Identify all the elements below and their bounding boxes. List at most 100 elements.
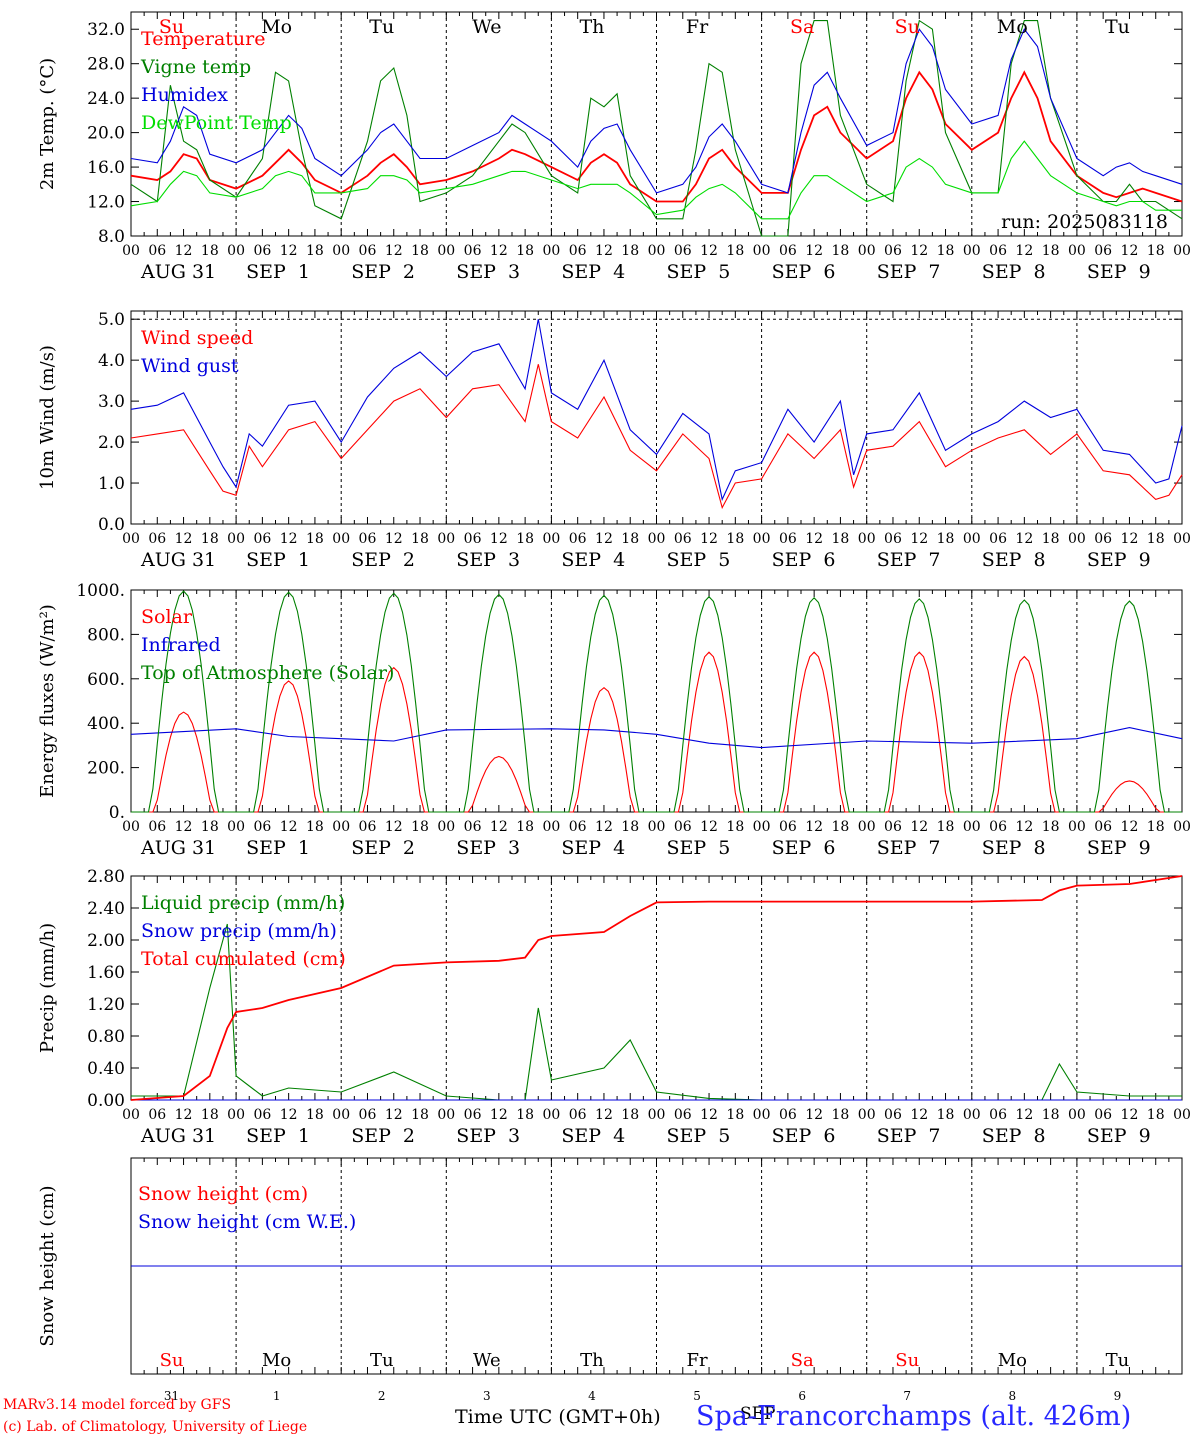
hour-label: 12 [595,1107,613,1123]
weekday-label: Fr [686,16,709,38]
legend-entry: Vigne temp [140,56,251,78]
weekday-label: Sa [790,16,814,38]
hour-label: 06 [359,1107,377,1123]
hour-label: 18 [621,1107,639,1123]
y-tick-label: 1000. [76,581,125,601]
y-axis-label: Snow height (cm) [37,1185,58,1346]
y-tick-label: 600. [87,670,125,690]
hour-label: 06 [148,243,166,259]
day-number: 1 [273,1389,281,1403]
day-number: 2 [378,1389,386,1403]
hour-label: 18 [411,531,429,547]
date-label: SEP 3 [456,549,520,571]
date-label: SEP 6 [772,261,836,283]
hour-label: 18 [1147,819,1165,835]
weekday-label: Sa [791,1350,814,1371]
hour-label: 00 [753,243,771,259]
hour-label: 00 [648,819,666,835]
hour-label: 06 [989,819,1007,835]
legend-entry: Solar [141,606,193,628]
hour-label: 06 [569,1107,587,1123]
hour-label: 18 [306,819,324,835]
hour-label: 00 [1068,531,1086,547]
y-tick-label: 2.00 [87,931,125,951]
y-tick-label: 1.60 [87,963,125,983]
y-tick-label: 12.0 [87,193,125,213]
legend-entry: Snow height (cm) [138,1183,308,1205]
hour-label: 18 [726,531,744,547]
hour-label: 06 [674,243,692,259]
date-label: AUG 31 [140,837,216,859]
weekday-label: Th [580,1350,604,1371]
hour-label: 12 [490,243,508,259]
day-number: 4 [588,1389,596,1403]
hour-label: 00 [332,531,350,547]
hour-label: 18 [726,1107,744,1123]
y-tick-label: 400. [87,714,125,734]
hour-label: 06 [1094,243,1112,259]
hour-label: 06 [1094,819,1112,835]
y-tick-label: 2.0 [98,433,125,453]
weekday-label: Su [160,1350,184,1371]
hour-label: 00 [1068,819,1086,835]
hour-label: 06 [989,531,1007,547]
date-label: SEP 1 [246,261,310,283]
hour-label: 18 [516,531,534,547]
date-label: SEP 2 [351,261,415,283]
legend-entry: Temperature [141,28,265,50]
hour-label: 06 [148,531,166,547]
hour-label: 18 [1042,819,1060,835]
hour-label: 12 [805,531,823,547]
day-number: 31 [164,1389,179,1403]
hour-label: 06 [253,531,271,547]
legend-entry: Total cumulated (cm) [141,948,346,970]
hour-label: 18 [306,243,324,259]
hour-label: 00 [542,243,560,259]
date-label: AUG 31 [140,261,216,283]
hour-label: 12 [1015,1107,1033,1123]
weekday-label: Tu [369,16,394,38]
date-label: SEP 9 [1087,549,1151,571]
hour-label: 18 [832,531,850,547]
hour-label: 06 [884,243,902,259]
hour-label: 00 [963,1107,981,1123]
hour-label: 12 [385,819,403,835]
hour-label: 00 [332,819,350,835]
hour-label: 06 [779,531,797,547]
hour-label: 00 [227,1107,245,1123]
hour-label: 18 [1042,243,1060,259]
hour-label: 18 [832,1107,850,1123]
hour-label: 18 [937,819,955,835]
copyright-credit: (c) Lab. of Climatology, University of L… [3,1419,308,1435]
hour-label: 12 [805,1107,823,1123]
hour-label: 06 [464,243,482,259]
day-number: 5 [693,1389,701,1403]
series-line [130,19,1183,237]
series-line [130,364,1183,510]
y-tick-label: 3.0 [98,392,125,412]
hour-label: 06 [359,243,377,259]
y-axis-label: 2m Temp. (°C) [37,58,58,190]
weekday-label: Su [895,1350,919,1371]
hour-label: 12 [385,531,403,547]
hour-label: 12 [700,1107,718,1123]
series-line [130,319,1183,502]
hour-label: 00 [753,531,771,547]
hour-label: 12 [595,819,613,835]
legend-entry: Wind speed [141,327,253,349]
hour-label: 00 [437,531,455,547]
hour-label: 00 [1173,531,1191,547]
date-label: SEP 3 [456,1125,520,1147]
date-label: SEP 5 [667,1125,731,1147]
date-label: SEP 9 [1087,1125,1151,1147]
hour-label: 18 [1147,531,1165,547]
series-line [131,590,1182,813]
y-tick-label: 5.0 [98,310,125,330]
hour-label: 00 [122,819,140,835]
hour-label: 06 [884,1107,902,1123]
hour-label: 00 [858,531,876,547]
date-label: SEP 7 [877,261,941,283]
hour-label: 12 [1121,819,1139,835]
date-label: SEP 6 [772,549,836,571]
hour-label: 12 [595,531,613,547]
